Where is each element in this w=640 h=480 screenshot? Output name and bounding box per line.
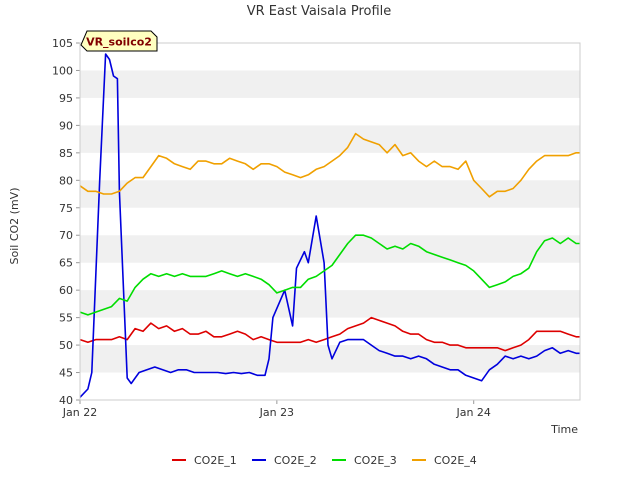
- grid-band: [80, 235, 580, 263]
- grid-band: [80, 290, 580, 318]
- x-tick-label: Jan 23: [259, 406, 294, 419]
- series-line-co2e-3: [79, 234, 580, 316]
- y-tick-label: 60: [59, 284, 73, 297]
- y-tick-label: 85: [59, 147, 73, 160]
- series-lines: [79, 53, 580, 398]
- legend-label: CO2E_3: [354, 454, 397, 467]
- legend-label: CO2E_4: [434, 454, 477, 467]
- site-label-background: [80, 30, 158, 52]
- y-tick-label: 40: [59, 394, 73, 407]
- chart-title: VR East Vaisala Profile: [247, 4, 392, 19]
- x-tick-label: Jan 24: [455, 406, 490, 419]
- series-line-co2e-4: [79, 132, 580, 198]
- y-tick-label: 95: [59, 92, 73, 105]
- y-tick-label: 65: [59, 257, 73, 270]
- legend-label: CO2E_2: [274, 454, 317, 467]
- y-axis: 40 45 50 55 60 65 70 75 80 85 90 95 100 105: [52, 37, 80, 407]
- x-axis: Jan 22 Jan 23 Jan 24: [62, 400, 491, 419]
- y-tick-label: 55: [59, 312, 73, 325]
- grid-bands: [80, 70, 580, 373]
- y-tick-label: 75: [59, 202, 73, 215]
- y-axis-label: Soil CO2 (mV): [8, 188, 21, 265]
- y-tick-label: 100: [52, 64, 73, 77]
- grid-band: [80, 180, 580, 208]
- grid-band: [80, 125, 580, 153]
- series-line-co2e-2: [79, 53, 580, 398]
- y-tick-label: 50: [59, 339, 73, 352]
- y-tick-label: 105: [52, 37, 73, 50]
- site-label: VR_soilco2: [86, 36, 152, 49]
- legend-label: CO2E_1: [194, 454, 237, 467]
- legend: CO2E_1 CO2E_2 CO2E_3 CO2E_4: [172, 454, 477, 467]
- y-tick-label: 90: [59, 119, 73, 132]
- series-line-co2e-1: [79, 316, 580, 352]
- grid-band: [80, 70, 580, 98]
- y-tick-label: 70: [59, 229, 73, 242]
- y-tick-label: 45: [59, 367, 73, 380]
- site-label-box: VR_soilco2: [80, 30, 158, 52]
- y-tick-label: 80: [59, 174, 73, 187]
- x-axis-label: Time: [550, 423, 578, 436]
- x-tick-label: Jan 22: [62, 406, 97, 419]
- plot-frame: [79, 42, 581, 401]
